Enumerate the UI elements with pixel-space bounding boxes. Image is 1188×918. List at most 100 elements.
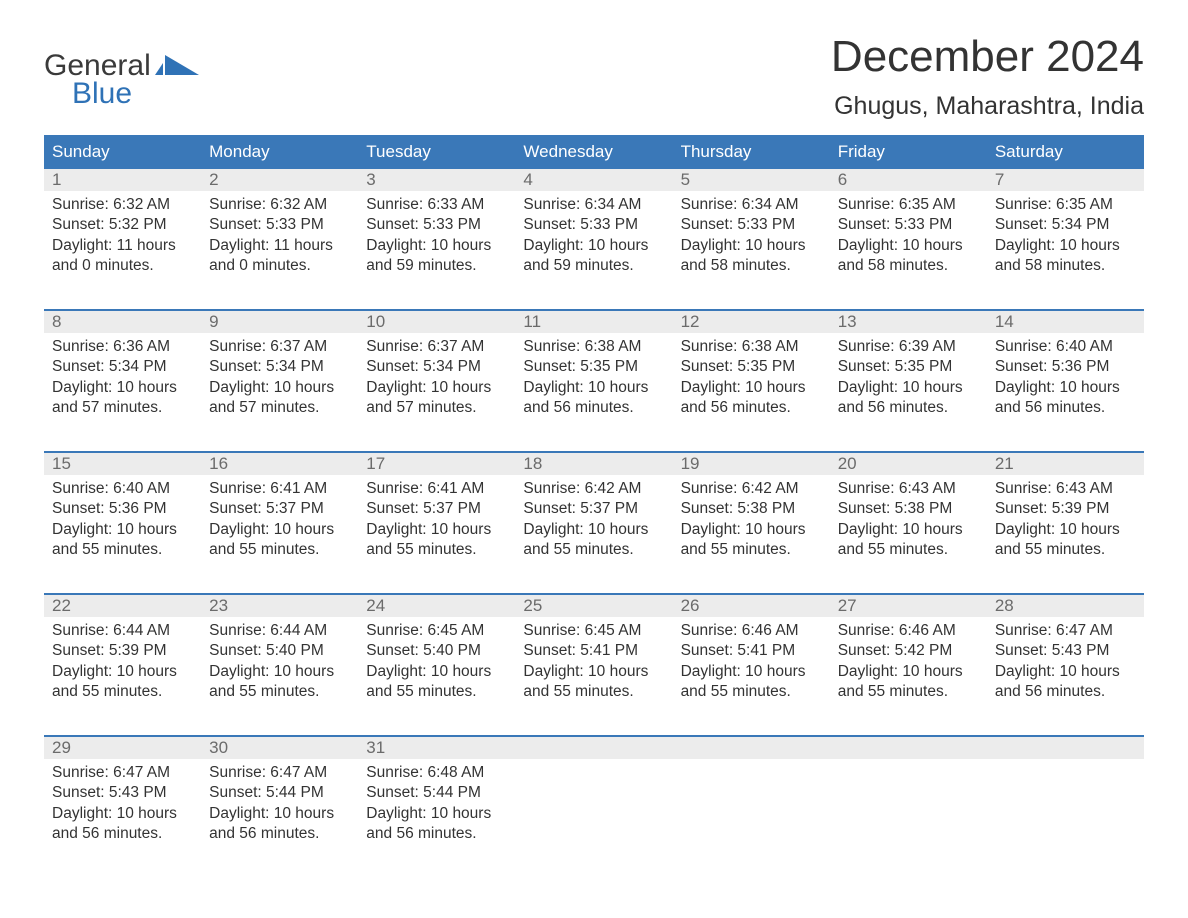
daylight-text-line2: and 58 minutes. — [995, 256, 1136, 276]
daylight-text-line1: Daylight: 10 hours — [523, 236, 664, 256]
calendar-cell: Sunrise: 6:40 AMSunset: 5:36 PMDaylight:… — [987, 333, 1144, 429]
day-number — [673, 737, 830, 759]
daylight-text-line1: Daylight: 11 hours — [209, 236, 350, 256]
daylight-text-line2: and 55 minutes. — [523, 540, 664, 560]
day-number: 22 — [44, 595, 201, 617]
calendar-cell: Sunrise: 6:39 AMSunset: 5:35 PMDaylight:… — [830, 333, 987, 429]
sunrise-text: Sunrise: 6:38 AM — [523, 337, 664, 357]
sunset-text: Sunset: 5:44 PM — [366, 783, 507, 803]
sunset-text: Sunset: 5:35 PM — [681, 357, 822, 377]
calendar-cell: Sunrise: 6:36 AMSunset: 5:34 PMDaylight:… — [44, 333, 201, 429]
calendar-cell: Sunrise: 6:47 AMSunset: 5:44 PMDaylight:… — [201, 759, 358, 855]
daylight-text-line1: Daylight: 10 hours — [523, 378, 664, 398]
sunset-text: Sunset: 5:33 PM — [366, 215, 507, 235]
daylight-text-line1: Daylight: 10 hours — [995, 236, 1136, 256]
sunrise-text: Sunrise: 6:48 AM — [366, 763, 507, 783]
sunset-text: Sunset: 5:44 PM — [209, 783, 350, 803]
daylight-text-line2: and 55 minutes. — [209, 682, 350, 702]
day-number-row: 1234567 — [44, 169, 1144, 191]
day-number: 5 — [673, 169, 830, 191]
sunrise-text: Sunrise: 6:37 AM — [209, 337, 350, 357]
daylight-text-line1: Daylight: 10 hours — [366, 236, 507, 256]
daylight-text-line1: Daylight: 10 hours — [366, 378, 507, 398]
day-number: 27 — [830, 595, 987, 617]
sunrise-text: Sunrise: 6:43 AM — [995, 479, 1136, 499]
daylight-text-line1: Daylight: 10 hours — [995, 378, 1136, 398]
sunset-text: Sunset: 5:33 PM — [523, 215, 664, 235]
day-number: 23 — [201, 595, 358, 617]
day-number: 16 — [201, 453, 358, 475]
sunrise-text: Sunrise: 6:47 AM — [209, 763, 350, 783]
calendar-cell: Sunrise: 6:38 AMSunset: 5:35 PMDaylight:… — [515, 333, 672, 429]
day-number: 18 — [515, 453, 672, 475]
sunrise-text: Sunrise: 6:47 AM — [995, 621, 1136, 641]
sunrise-text: Sunrise: 6:41 AM — [209, 479, 350, 499]
daylight-text-line1: Daylight: 10 hours — [838, 520, 979, 540]
sunset-text: Sunset: 5:42 PM — [838, 641, 979, 661]
weekday-header-row: SundayMondayTuesdayWednesdayThursdayFrid… — [44, 135, 1144, 169]
daylight-text-line1: Daylight: 10 hours — [838, 236, 979, 256]
sunrise-text: Sunrise: 6:32 AM — [52, 195, 193, 215]
daylight-text-line2: and 58 minutes. — [838, 256, 979, 276]
calendar-cell: Sunrise: 6:44 AMSunset: 5:39 PMDaylight:… — [44, 617, 201, 713]
day-number — [830, 737, 987, 759]
daylight-text-line2: and 55 minutes. — [681, 540, 822, 560]
daylight-text-line2: and 55 minutes. — [681, 682, 822, 702]
calendar-cell: Sunrise: 6:35 AMSunset: 5:33 PMDaylight:… — [830, 191, 987, 287]
sunset-text: Sunset: 5:32 PM — [52, 215, 193, 235]
sunset-text: Sunset: 5:41 PM — [681, 641, 822, 661]
sunset-text: Sunset: 5:38 PM — [838, 499, 979, 519]
day-number-row: 891011121314 — [44, 311, 1144, 333]
daylight-text-line1: Daylight: 10 hours — [681, 378, 822, 398]
daylight-text-line2: and 56 minutes. — [366, 824, 507, 844]
day-number: 21 — [987, 453, 1144, 475]
day-number: 7 — [987, 169, 1144, 191]
daylight-text-line1: Daylight: 10 hours — [366, 804, 507, 824]
calendar-cell: Sunrise: 6:32 AMSunset: 5:32 PMDaylight:… — [44, 191, 201, 287]
sunset-text: Sunset: 5:37 PM — [523, 499, 664, 519]
daylight-text-line2: and 56 minutes. — [995, 398, 1136, 418]
day-number: 4 — [515, 169, 672, 191]
daylight-text-line1: Daylight: 11 hours — [52, 236, 193, 256]
sunrise-text: Sunrise: 6:40 AM — [52, 479, 193, 499]
sunset-text: Sunset: 5:37 PM — [366, 499, 507, 519]
daylight-text-line1: Daylight: 10 hours — [995, 662, 1136, 682]
daylight-text-line1: Daylight: 10 hours — [209, 378, 350, 398]
weekday-label: Tuesday — [358, 135, 515, 169]
daylight-text-line1: Daylight: 10 hours — [681, 236, 822, 256]
sunset-text: Sunset: 5:38 PM — [681, 499, 822, 519]
day-number: 13 — [830, 311, 987, 333]
sunset-text: Sunset: 5:37 PM — [209, 499, 350, 519]
daylight-text-line2: and 56 minutes. — [681, 398, 822, 418]
calendar-cell: Sunrise: 6:46 AMSunset: 5:42 PMDaylight:… — [830, 617, 987, 713]
sunset-text: Sunset: 5:40 PM — [209, 641, 350, 661]
sunset-text: Sunset: 5:33 PM — [681, 215, 822, 235]
daylight-text-line1: Daylight: 10 hours — [366, 662, 507, 682]
daylight-text-line1: Daylight: 10 hours — [523, 520, 664, 540]
sunset-text: Sunset: 5:34 PM — [209, 357, 350, 377]
calendar-cell — [673, 759, 830, 855]
calendar-cell: Sunrise: 6:34 AMSunset: 5:33 PMDaylight:… — [515, 191, 672, 287]
daylight-text-line2: and 57 minutes. — [366, 398, 507, 418]
sunset-text: Sunset: 5:34 PM — [366, 357, 507, 377]
day-number-row: 22232425262728 — [44, 595, 1144, 617]
daylight-text-line2: and 55 minutes. — [366, 682, 507, 702]
sunrise-text: Sunrise: 6:41 AM — [366, 479, 507, 499]
sunset-text: Sunset: 5:36 PM — [52, 499, 193, 519]
calendar-cell: Sunrise: 6:46 AMSunset: 5:41 PMDaylight:… — [673, 617, 830, 713]
daylight-text-line2: and 55 minutes. — [209, 540, 350, 560]
calendar-cell: Sunrise: 6:43 AMSunset: 5:38 PMDaylight:… — [830, 475, 987, 571]
sunrise-text: Sunrise: 6:43 AM — [838, 479, 979, 499]
sunrise-text: Sunrise: 6:32 AM — [209, 195, 350, 215]
sunset-text: Sunset: 5:34 PM — [995, 215, 1136, 235]
sunrise-text: Sunrise: 6:45 AM — [523, 621, 664, 641]
day-number: 30 — [201, 737, 358, 759]
sunset-text: Sunset: 5:40 PM — [366, 641, 507, 661]
daylight-text-line1: Daylight: 10 hours — [838, 378, 979, 398]
calendar-cell: Sunrise: 6:37 AMSunset: 5:34 PMDaylight:… — [201, 333, 358, 429]
calendar-cell: Sunrise: 6:33 AMSunset: 5:33 PMDaylight:… — [358, 191, 515, 287]
calendar-cell: Sunrise: 6:34 AMSunset: 5:33 PMDaylight:… — [673, 191, 830, 287]
day-number: 11 — [515, 311, 672, 333]
sunset-text: Sunset: 5:35 PM — [838, 357, 979, 377]
calendar-cell: Sunrise: 6:41 AMSunset: 5:37 PMDaylight:… — [201, 475, 358, 571]
